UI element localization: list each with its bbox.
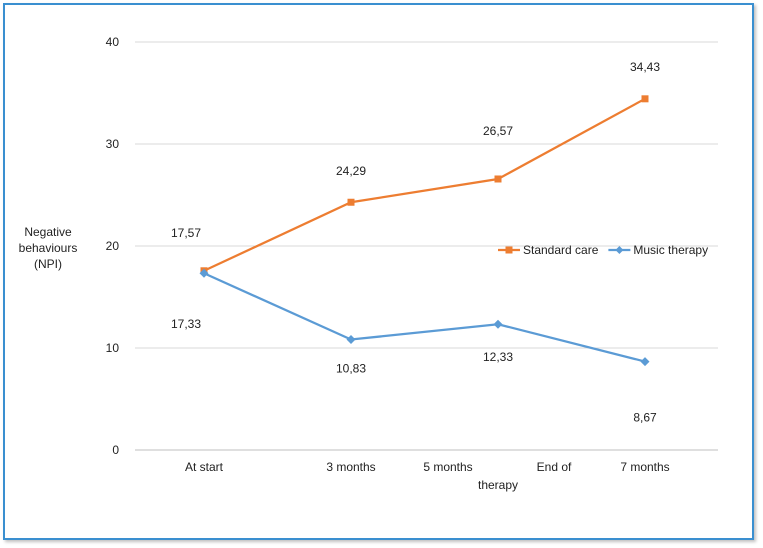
data-label: 8,67 bbox=[633, 411, 657, 425]
data-point-marker bbox=[347, 198, 355, 206]
y-tick-label: 30 bbox=[106, 137, 120, 151]
legend-marker bbox=[505, 246, 513, 254]
y-axis-label-line: (NPI) bbox=[34, 257, 62, 271]
legend: Standard care Music therapy bbox=[498, 243, 708, 257]
data-point-marker bbox=[346, 335, 356, 345]
data-point-marker bbox=[493, 319, 503, 329]
y-tick-label: 10 bbox=[106, 341, 120, 355]
data-point-marker bbox=[640, 357, 650, 367]
y-axis-ticks: 0 10 20 30 40 bbox=[106, 35, 120, 457]
data-label: 10,83 bbox=[336, 362, 366, 376]
legend-label: Standard care bbox=[523, 243, 599, 257]
y-tick-label: 20 bbox=[106, 239, 120, 253]
data-label: 17,57 bbox=[171, 226, 201, 240]
x-tick-label: therapy bbox=[478, 478, 518, 492]
y-axis-label-line: Negative bbox=[24, 225, 72, 239]
legend-marker bbox=[615, 246, 624, 254]
data-labels: 17,57 24,29 26,57 34,43 17,33 10,83 12,33 8,67 bbox=[171, 60, 660, 425]
x-tick-label: End of bbox=[537, 460, 572, 474]
series-lines bbox=[199, 95, 650, 367]
data-point-marker bbox=[199, 268, 209, 278]
x-tick-label: 5 months bbox=[423, 460, 472, 474]
data-point-marker bbox=[494, 175, 502, 183]
x-tick-label: At start bbox=[185, 460, 224, 474]
y-axis-label: Negative behaviours (NPI) bbox=[19, 225, 78, 271]
y-tick-label: 40 bbox=[106, 35, 120, 49]
series-line bbox=[203, 272, 646, 363]
x-axis-ticks: At start 3 months 5 months End of therapy 7 m… bbox=[185, 460, 670, 492]
series-line bbox=[203, 97, 646, 272]
data-label: 34,43 bbox=[630, 60, 660, 74]
data-label: 12,33 bbox=[483, 350, 513, 364]
x-tick-label: 3 months bbox=[326, 460, 375, 474]
data-label: 17,33 bbox=[171, 317, 201, 331]
x-tick-label: 7 months bbox=[620, 460, 669, 474]
gridlines bbox=[135, 41, 718, 451]
data-label: 24,29 bbox=[336, 164, 366, 178]
data-point-marker bbox=[641, 95, 649, 103]
data-label: 26,57 bbox=[483, 124, 513, 138]
y-axis-label-line: behaviours bbox=[19, 241, 78, 255]
legend-label: Music therapy bbox=[633, 243, 708, 257]
y-tick-label: 0 bbox=[112, 443, 119, 457]
